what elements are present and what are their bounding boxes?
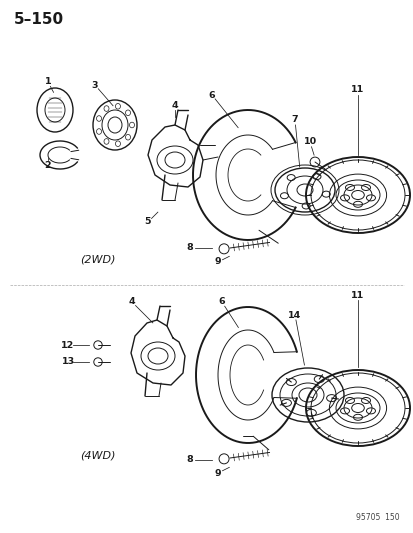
- Text: (4WD): (4WD): [80, 450, 115, 460]
- Text: 95705  150: 95705 150: [356, 513, 399, 522]
- Text: 14: 14: [288, 311, 301, 319]
- Text: 2: 2: [45, 160, 51, 169]
- Text: 1: 1: [45, 77, 51, 86]
- Text: 7: 7: [291, 116, 298, 125]
- Text: 5–150: 5–150: [14, 12, 64, 27]
- Text: 6: 6: [218, 297, 225, 306]
- Text: 3: 3: [92, 80, 98, 90]
- Text: 12: 12: [61, 341, 74, 350]
- Text: 9: 9: [214, 469, 221, 478]
- Text: 11: 11: [351, 85, 364, 94]
- Text: 13: 13: [61, 358, 74, 367]
- Text: 8: 8: [186, 244, 193, 253]
- Text: (2WD): (2WD): [80, 255, 115, 265]
- Text: 8: 8: [186, 456, 193, 464]
- Text: 6: 6: [208, 91, 215, 100]
- Text: 10: 10: [303, 138, 316, 147]
- Text: 4: 4: [128, 297, 135, 306]
- Text: 5: 5: [145, 217, 151, 227]
- Text: 4: 4: [171, 101, 178, 109]
- Text: 11: 11: [351, 290, 364, 300]
- Text: 9: 9: [214, 257, 221, 266]
